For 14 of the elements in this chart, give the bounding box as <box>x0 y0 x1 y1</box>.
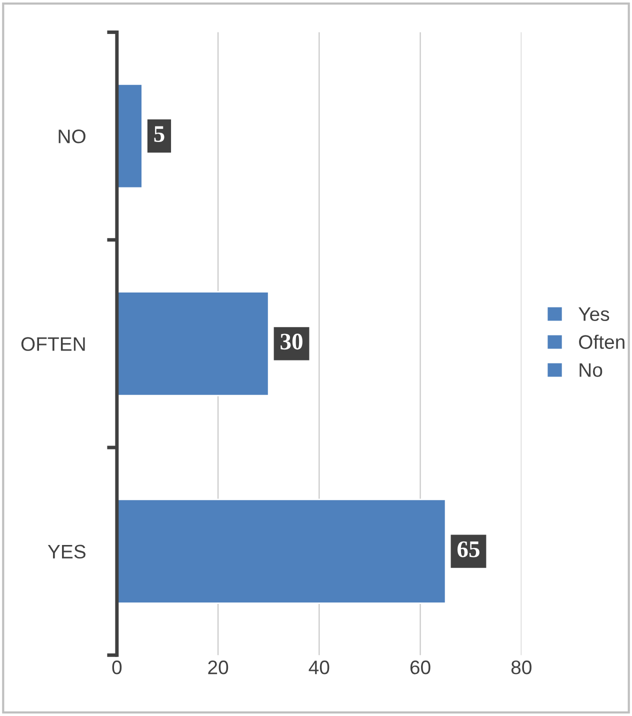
y-tick-label: OFTEN <box>21 337 85 351</box>
legend-label: No <box>580 363 602 377</box>
y-tick-label: YES <box>48 544 86 559</box>
data-label: 5 <box>154 126 164 142</box>
data-label: 65 <box>457 541 480 558</box>
legend-label: Yes <box>578 307 610 321</box>
legend-label: Often <box>579 334 624 349</box>
x-tick-label: 0 <box>112 660 122 674</box>
x-tick-label: 80 <box>511 660 532 674</box>
x-tick-label: 40 <box>308 660 330 674</box>
x-tick-label: 20 <box>208 660 228 674</box>
y-tick-label: NO <box>58 130 86 144</box>
data-label: 30 <box>280 334 302 350</box>
x-tick-label: 60 <box>410 660 430 674</box>
